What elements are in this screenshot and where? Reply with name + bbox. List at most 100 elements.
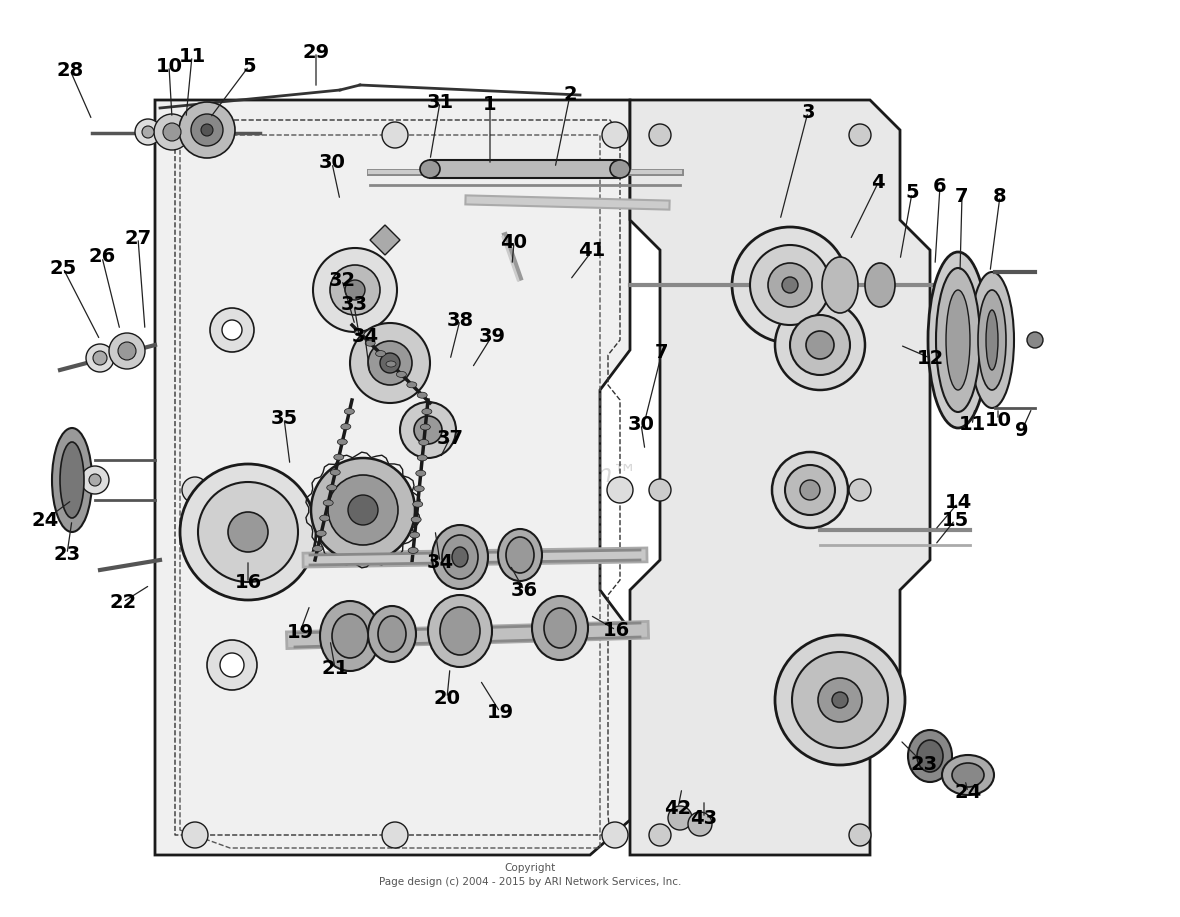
- Ellipse shape: [201, 124, 214, 136]
- Text: 42: 42: [664, 799, 691, 817]
- Polygon shape: [155, 100, 630, 855]
- Ellipse shape: [155, 114, 190, 150]
- Ellipse shape: [368, 341, 412, 385]
- Ellipse shape: [380, 353, 400, 373]
- Text: 1: 1: [483, 95, 497, 115]
- Text: 24: 24: [32, 511, 59, 529]
- Text: 30: 30: [319, 153, 346, 172]
- Ellipse shape: [607, 477, 632, 503]
- Ellipse shape: [750, 245, 830, 325]
- Ellipse shape: [532, 596, 588, 660]
- Ellipse shape: [219, 653, 244, 677]
- Text: 16: 16: [235, 573, 262, 592]
- Ellipse shape: [688, 812, 712, 836]
- Ellipse shape: [970, 272, 1014, 408]
- Polygon shape: [630, 100, 930, 855]
- Ellipse shape: [865, 263, 894, 307]
- Ellipse shape: [927, 252, 988, 428]
- Ellipse shape: [986, 310, 998, 370]
- Text: 2: 2: [563, 85, 577, 105]
- Text: 19: 19: [287, 623, 314, 642]
- Ellipse shape: [668, 806, 691, 830]
- Text: 25: 25: [50, 259, 77, 278]
- Text: Copyright: Copyright: [504, 863, 556, 873]
- Text: 36: 36: [511, 580, 538, 600]
- Ellipse shape: [649, 124, 671, 146]
- Ellipse shape: [917, 740, 943, 772]
- Polygon shape: [371, 225, 400, 255]
- Ellipse shape: [649, 479, 671, 501]
- Ellipse shape: [942, 755, 994, 795]
- Text: 43: 43: [690, 809, 717, 827]
- Ellipse shape: [440, 607, 480, 655]
- Text: 12: 12: [917, 348, 944, 368]
- Ellipse shape: [782, 277, 798, 293]
- Ellipse shape: [81, 466, 109, 494]
- Text: 11: 11: [958, 415, 985, 435]
- Text: 6: 6: [933, 176, 946, 195]
- Text: 14: 14: [944, 493, 971, 513]
- Ellipse shape: [332, 614, 368, 658]
- Ellipse shape: [365, 340, 375, 347]
- Ellipse shape: [506, 537, 535, 573]
- Ellipse shape: [419, 439, 428, 446]
- Ellipse shape: [182, 477, 208, 503]
- Ellipse shape: [418, 392, 427, 398]
- Text: 35: 35: [270, 408, 297, 427]
- Text: Page design (c) 2004 - 2015 by ARI Network Services, Inc.: Page design (c) 2004 - 2015 by ARI Netwo…: [379, 877, 681, 887]
- Ellipse shape: [411, 516, 421, 523]
- Ellipse shape: [323, 500, 333, 506]
- Ellipse shape: [228, 512, 268, 552]
- Ellipse shape: [348, 495, 378, 525]
- Ellipse shape: [806, 331, 834, 359]
- Text: 20: 20: [433, 689, 460, 708]
- Ellipse shape: [327, 484, 336, 491]
- Ellipse shape: [602, 822, 628, 848]
- Ellipse shape: [396, 371, 406, 378]
- Text: 29: 29: [302, 42, 329, 61]
- Ellipse shape: [409, 532, 420, 538]
- Ellipse shape: [86, 344, 114, 372]
- Text: 15: 15: [942, 511, 969, 529]
- Text: 21: 21: [321, 658, 348, 678]
- Ellipse shape: [907, 730, 952, 782]
- Text: 7: 7: [956, 186, 969, 205]
- Text: 23: 23: [53, 545, 80, 564]
- Ellipse shape: [341, 424, 350, 430]
- Ellipse shape: [382, 122, 408, 148]
- Ellipse shape: [848, 824, 871, 846]
- Text: ARI PartStream™: ARI PartStream™: [421, 463, 638, 487]
- Ellipse shape: [775, 635, 905, 765]
- Text: 37: 37: [437, 428, 464, 447]
- Ellipse shape: [936, 268, 981, 412]
- Ellipse shape: [350, 323, 430, 403]
- Ellipse shape: [414, 416, 442, 444]
- Text: 10: 10: [984, 411, 1011, 429]
- Ellipse shape: [649, 824, 671, 846]
- Ellipse shape: [946, 290, 970, 390]
- Ellipse shape: [198, 482, 299, 582]
- Text: 22: 22: [110, 592, 137, 612]
- Text: 28: 28: [57, 61, 84, 80]
- Ellipse shape: [428, 595, 492, 667]
- Ellipse shape: [1027, 332, 1043, 348]
- Ellipse shape: [182, 122, 208, 148]
- Text: 8: 8: [994, 186, 1007, 205]
- Ellipse shape: [422, 409, 432, 414]
- Ellipse shape: [832, 692, 848, 708]
- Text: 34: 34: [352, 327, 379, 347]
- Ellipse shape: [442, 535, 478, 579]
- Ellipse shape: [848, 124, 871, 146]
- Ellipse shape: [498, 529, 542, 581]
- Text: 27: 27: [124, 228, 151, 248]
- Text: 38: 38: [446, 311, 473, 329]
- Ellipse shape: [355, 330, 365, 336]
- Ellipse shape: [334, 454, 343, 460]
- Ellipse shape: [420, 160, 440, 178]
- Ellipse shape: [210, 308, 254, 352]
- Ellipse shape: [400, 402, 455, 458]
- Text: 24: 24: [955, 782, 982, 801]
- Ellipse shape: [775, 300, 865, 390]
- Ellipse shape: [330, 265, 380, 315]
- Ellipse shape: [181, 464, 316, 600]
